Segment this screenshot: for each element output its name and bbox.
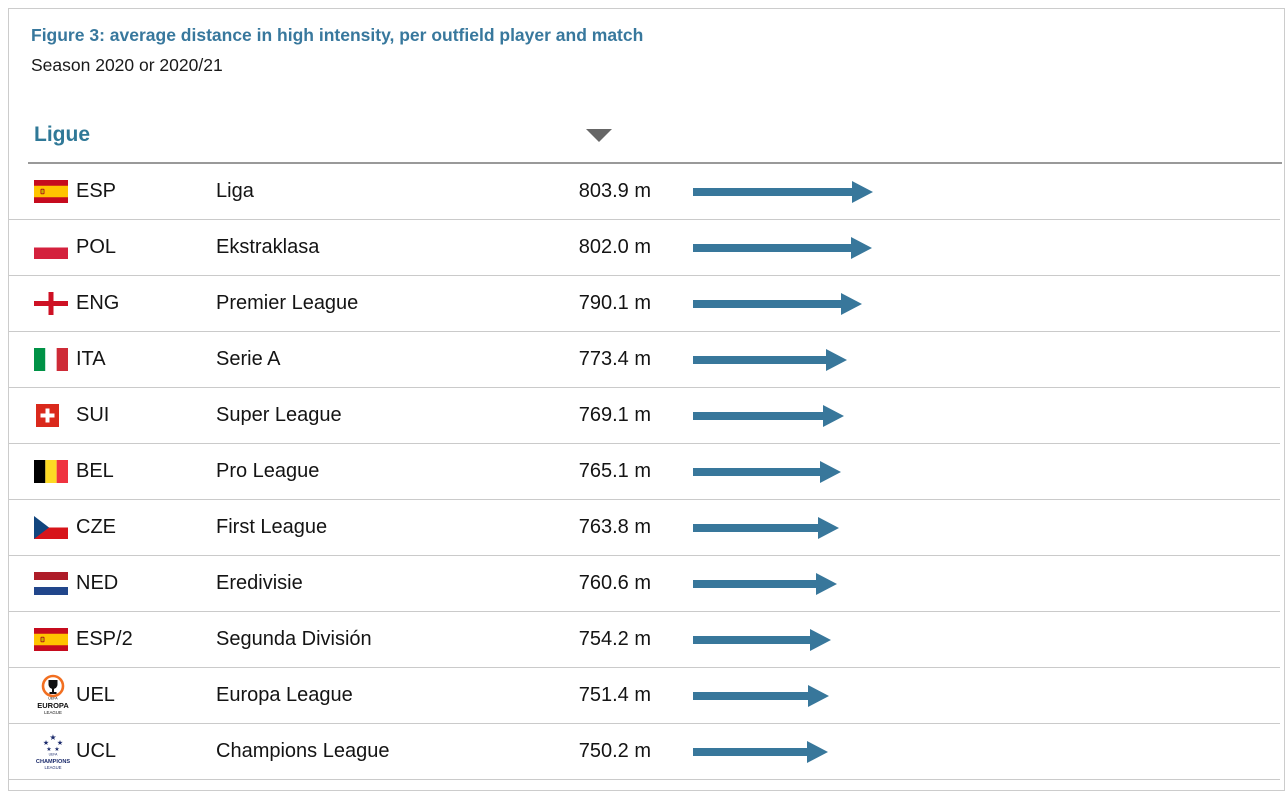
table-row: ESP Liga 803.9 m	[9, 164, 1280, 220]
ucl-flag-icon: ★ ★ ★ ★ ★ UEFA CHAMPIONS LEAGUE	[34, 730, 76, 774]
distance-value: 803.9 m	[578, 180, 651, 202]
distance-arrow-bar	[693, 292, 862, 316]
table-row: UEFA EUROPA LEAGUE UEL Europa League 751.4 …	[9, 668, 1280, 724]
league-name: Super League	[216, 404, 342, 426]
distance-value: 790.1 m	[578, 292, 651, 314]
svg-text:UEFA: UEFA	[48, 696, 58, 700]
svg-text:★: ★	[54, 746, 59, 753]
figure-subtitle: Season 2020 or 2020/21	[31, 55, 223, 75]
svg-text:★: ★	[46, 746, 51, 753]
distance-arrow-bar	[693, 740, 828, 764]
uel-flag-icon: UEFA EUROPA LEAGUE	[34, 673, 76, 719]
pol-flag-icon	[34, 236, 76, 259]
table-row: POL Ekstraklasa 802.0 m	[9, 220, 1280, 276]
distance-arrow-bar	[693, 180, 873, 204]
league-name: Segunda División	[216, 628, 372, 650]
column-header-label: Ligue	[34, 123, 90, 146]
league-name: Premier League	[216, 292, 359, 314]
distance-value: 802.0 m	[578, 236, 651, 258]
figure-title: Figure 3: average distance in high inten…	[31, 25, 644, 45]
distance-arrow-bar	[693, 684, 829, 708]
table-row: ★ ★ ★ ★ ★ UEFA CHAMPIONS LEAGUE UCL Champi…	[9, 724, 1280, 780]
country-code: UEL	[76, 684, 115, 706]
league-name: Eredivisie	[216, 572, 303, 594]
svg-text:★: ★	[49, 733, 56, 742]
country-code: ESP/2	[76, 628, 133, 650]
country-code: ITA	[76, 348, 106, 370]
distance-value: 763.8 m	[578, 516, 651, 538]
league-name: Europa League	[216, 684, 353, 706]
figure-card: Figure 3: average distance in high inten…	[8, 8, 1285, 791]
sui-flag-icon	[34, 404, 76, 427]
distance-value: 760.6 m	[578, 572, 651, 594]
svg-text:LEAGUE: LEAGUE	[44, 710, 62, 715]
country-code: POL	[76, 236, 117, 258]
league-name: Liga	[216, 180, 254, 202]
svg-text:★: ★	[57, 739, 63, 747]
svg-text:EUROPA: EUROPA	[37, 701, 69, 710]
esp-flag-icon	[34, 628, 76, 651]
cze-flag-icon	[34, 516, 76, 539]
column-header-ligue[interactable]: Ligue	[34, 117, 1264, 153]
league-name: Serie A	[216, 348, 281, 370]
eng-flag-icon	[34, 292, 76, 315]
table-row: ESP/2 Segunda División 754.2 m	[9, 612, 1280, 668]
esp-flag-icon	[34, 180, 76, 203]
bel-flag-icon	[34, 460, 76, 483]
league-table: ESP Liga 803.9 m POL Ekstraklasa 802.0 m ENG…	[9, 164, 1284, 780]
distance-value: 751.4 m	[578, 684, 651, 706]
table-row: BEL Pro League 765.1 m	[9, 444, 1280, 500]
country-code: ENG	[76, 292, 120, 314]
league-name: Pro League	[216, 460, 320, 482]
svg-text:LEAGUE: LEAGUE	[45, 765, 62, 770]
svg-text:UEFA: UEFA	[49, 752, 59, 756]
country-code: SUI	[76, 404, 110, 426]
ita-flag-icon	[34, 348, 76, 371]
svg-text:★: ★	[43, 739, 49, 747]
distance-arrow-bar	[693, 460, 841, 484]
table-row: CZE First League 763.8 m	[9, 500, 1280, 556]
svg-text:CHAMPIONS: CHAMPIONS	[36, 759, 70, 765]
distance-arrow-bar	[693, 236, 872, 260]
triangle-down-icon[interactable]	[586, 129, 612, 142]
distance-value: 769.1 m	[578, 404, 651, 426]
distance-arrow-bar	[693, 348, 847, 372]
table-row: SUI Super League 769.1 m	[9, 388, 1280, 444]
table-row: ENG Premier League 790.1 m	[9, 276, 1280, 332]
ned-flag-icon	[34, 572, 76, 595]
table-row: ITA Serie A 773.4 m	[9, 332, 1280, 388]
country-code: BEL	[76, 460, 114, 482]
distance-arrow-bar	[693, 516, 839, 540]
table-row: NED Eredivisie 760.6 m	[9, 556, 1280, 612]
country-code: CZE	[76, 516, 116, 538]
country-code: UCL	[76, 740, 117, 762]
league-name: Champions League	[216, 740, 390, 762]
country-code: NED	[76, 572, 119, 594]
country-code: ESP	[76, 180, 117, 202]
distance-value: 773.4 m	[578, 348, 651, 370]
league-name: First League	[216, 516, 328, 538]
league-name: Ekstraklasa	[216, 236, 320, 258]
distance-value: 750.2 m	[578, 740, 651, 762]
distance-arrow-bar	[693, 628, 831, 652]
distance-arrow-bar	[693, 404, 844, 428]
distance-value: 754.2 m	[578, 628, 651, 650]
distance-value: 765.1 m	[578, 460, 651, 482]
distance-arrow-bar	[693, 572, 837, 596]
header-divider	[28, 162, 1282, 164]
